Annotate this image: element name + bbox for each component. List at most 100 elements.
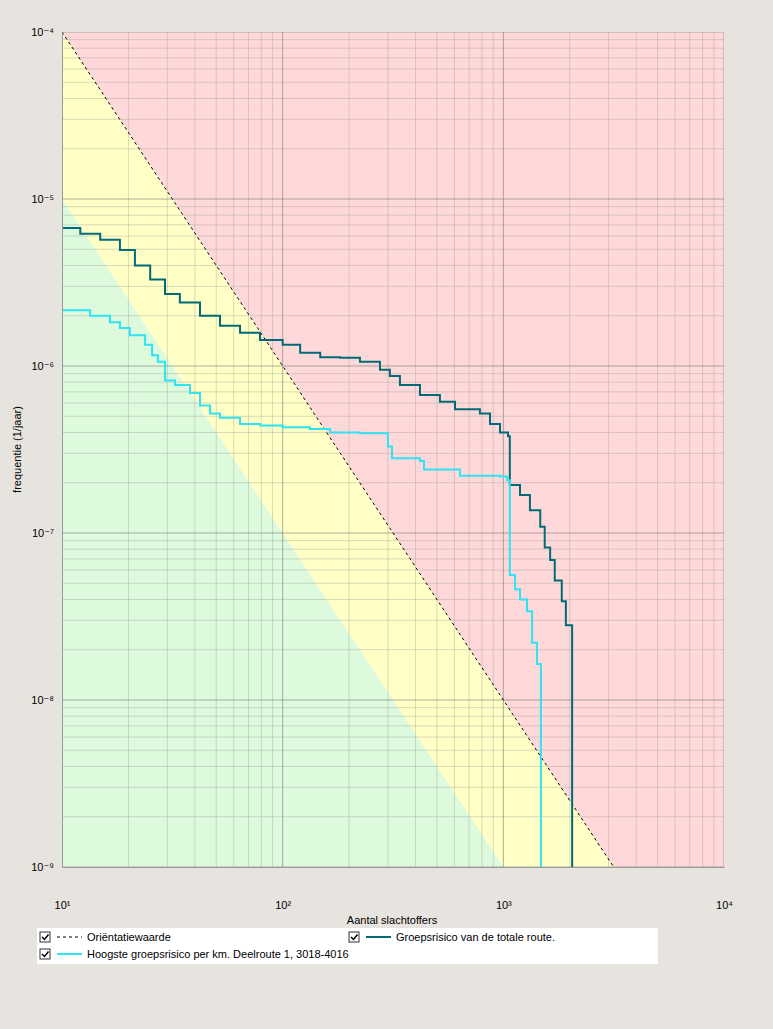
y-tick: 10⁻⁵ [31,193,62,205]
y-tick: 10⁻⁶ [31,360,62,372]
minor-grid-line [62,716,724,717]
legend-swatch [57,937,82,938]
minor-grid-line [436,32,437,867]
minor-grid-line [702,32,703,867]
x-tick: 10⁴ [716,867,733,911]
minor-grid-line [62,265,724,266]
minor-grid-line [469,32,470,867]
legend-swatch [366,936,391,938]
minor-grid-line [62,382,724,383]
minor-grid-line [62,215,724,216]
series-line [62,228,572,867]
x-tick-label: 10² [275,899,291,911]
x-axis-line [63,867,725,868]
minor-grid-line [62,620,724,621]
legend-checkmark [42,935,49,940]
minor-grid-line [675,32,676,867]
y-tick-label: 10⁻⁷ [32,527,54,539]
minor-grid-line [657,32,658,867]
y-axis-title: frequentie (1/jaar) [11,406,23,493]
x-tick: 10¹ [55,867,71,911]
x-tick: 10² [275,867,291,911]
minor-grid-line [62,98,724,99]
minor-grid-line [62,249,724,250]
grid-line [62,366,724,367]
y-tick-label: 10⁻⁹ [31,861,54,873]
legend-item: Hoogste groepsrisico per km. Deelroute 1… [40,948,349,960]
minor-grid-line [194,32,195,867]
minor-grid-line [713,32,714,867]
minor-grid-line [349,32,350,867]
minor-grid-line [62,599,724,600]
y-tick: 10⁻⁸ [31,694,62,706]
minor-grid-line [62,570,724,571]
legend-checkbox[interactable] [349,932,359,942]
risk-zone [62,32,614,867]
legend-item: Oriëntatiewaarde [40,931,171,943]
minor-grid-line [272,32,273,867]
chart: 10¹10²10³10⁴10⁻⁹10⁻⁸10⁻⁷10⁻⁶10⁻⁵10⁻⁴Aant… [0,0,773,1029]
minor-grid-line [62,315,724,316]
minor-grid-line [62,416,724,417]
minor-grid-line [481,32,482,867]
risk-zone [62,32,724,867]
minor-grid-line [62,766,724,767]
legend-swatch [57,953,82,955]
grid-line [62,867,724,868]
minor-grid-line [569,32,570,867]
y-axis: 10⁻⁹10⁻⁸10⁻⁷10⁻⁶10⁻⁵10⁻⁴ [31,26,62,873]
minor-grid-line [62,119,724,120]
minor-grid-line [387,32,388,867]
minor-grid-line [216,32,217,867]
plot-background [62,32,724,867]
grid-line [503,32,504,867]
minor-grid-line [493,32,494,867]
minor-grid-line [62,57,724,58]
grid [62,32,724,867]
minor-grid-line [62,48,724,49]
y-tick-label: 10⁻⁶ [31,360,54,372]
minor-grid-line [62,373,724,374]
minor-grid-line [62,649,724,650]
legend-box [37,928,658,964]
y-tick-label: 10⁻⁸ [31,694,54,706]
minor-grid-line [261,32,262,867]
minor-grid-line [62,148,724,149]
y-tick: 10⁻⁹ [31,861,62,873]
minor-grid-line [62,787,724,788]
minor-grid-line [62,286,724,287]
minor-grid-line [62,816,724,817]
minor-grid-line [415,32,416,867]
grid-line [62,700,724,701]
legend: Oriëntatiewaarde Groepsrisico van de tota… [37,928,658,964]
minor-grid-line [62,224,724,225]
minor-grid-line [62,549,724,550]
y-axis-line [62,33,63,868]
plot-area [62,32,724,867]
x-tick-label: 10¹ [55,899,71,911]
minor-grid-line [62,737,724,738]
minor-grid-line [62,206,724,207]
series-line [62,32,614,867]
legend-checkmark [42,952,49,957]
minor-grid-line [62,82,724,83]
minor-grid-line [167,32,168,867]
series-line [62,310,541,867]
legend-checkbox[interactable] [40,932,50,942]
x-axis-title: Aantal slachtoffers [347,914,438,926]
minor-grid-line [62,707,724,708]
minor-grid-line [454,32,455,867]
grid-line [282,32,283,867]
minor-grid-line [62,750,724,751]
grid-line [62,32,63,867]
minor-grid-line [62,391,724,392]
x-axis: 10¹ 10² 10³ 10⁴ [55,867,734,911]
legend-checkbox[interactable] [40,949,50,959]
minor-grid-line [62,583,724,584]
legend-checkmark [351,935,358,940]
x-tick-label: 10³ [496,899,512,911]
minor-grid-line [248,32,249,867]
minor-grid-line [62,432,724,433]
minor-grid-line [62,482,724,483]
legend-label: Groepsrisico van de totale route. [396,931,555,943]
